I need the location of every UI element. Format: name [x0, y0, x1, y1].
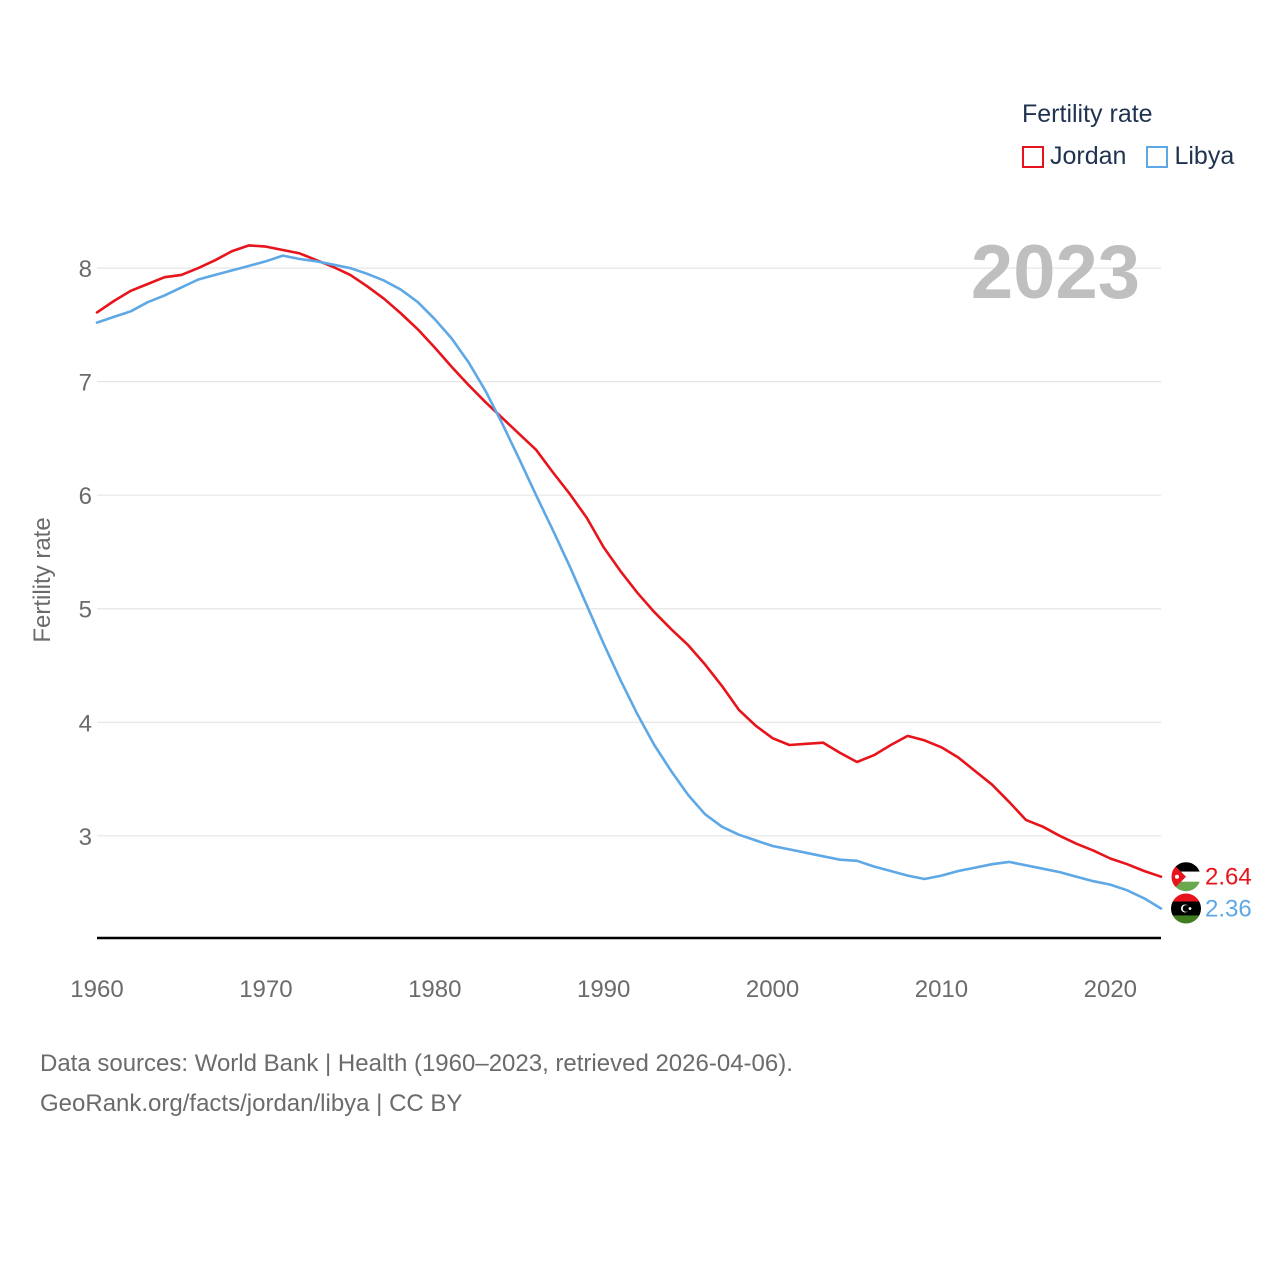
x-tick-label: 2020: [1084, 976, 1137, 1003]
x-tick-label: 2010: [915, 976, 968, 1003]
y-axis-ticks: 3 4 5 6 7 8: [79, 256, 92, 851]
end-value-libya: 2.36: [1205, 895, 1252, 922]
end-markers: [1170, 861, 1202, 924]
grid-lines: [97, 267, 1161, 837]
end-value-jordan: 2.64: [1205, 864, 1252, 891]
legend-title: Fertility rate: [1022, 100, 1153, 128]
end-labels: 2.64 2.36: [1205, 864, 1252, 923]
legend: Jordan Libya: [1022, 142, 1254, 171]
x-tick-label: 1980: [408, 976, 461, 1003]
legend-item-jordan[interactable]: Jordan: [1022, 142, 1126, 171]
legend-swatch-jordan: [1022, 145, 1044, 168]
legend-item-libya[interactable]: Libya: [1146, 142, 1234, 171]
series-line-libya: [95, 254, 1163, 910]
legend-swatch-libya: [1146, 145, 1169, 168]
y-tick-label: 4: [79, 710, 92, 737]
y-tick-label: 6: [79, 483, 92, 510]
legend-label-libya: Libya: [1174, 142, 1235, 170]
jordan-flag-icon: [1170, 861, 1202, 893]
x-axis-ticks: 1960 1970 1980 1990 2000 2010 2020: [70, 976, 1137, 1003]
x-tick-label: 1960: [70, 976, 123, 1003]
legend-label-jordan: Jordan: [1050, 142, 1127, 170]
data-sources: Data sources: World Bank | Health (1960–…: [40, 1044, 793, 1124]
y-tick-label: 7: [79, 370, 92, 397]
year-label: 2023: [971, 230, 1140, 315]
y-tick-label: 3: [79, 824, 92, 851]
x-tick-label: 1970: [239, 976, 292, 1003]
x-tick-label: 2000: [746, 976, 799, 1003]
x-tick-label: 1990: [577, 976, 630, 1003]
series-lines: [95, 244, 1163, 910]
series-line-jordan: [95, 244, 1163, 879]
libya-flag-icon: [1171, 893, 1201, 924]
y-tick-label: 8: [79, 256, 92, 283]
sources-line-2: GeoRank.org/facts/jordan/libya | CC BY: [40, 1090, 463, 1117]
sources-line-1: Data sources: World Bank | Health (1960–…: [40, 1050, 793, 1077]
y-axis-label: Fertility rate: [29, 517, 56, 642]
y-tick-label: 5: [79, 597, 92, 624]
